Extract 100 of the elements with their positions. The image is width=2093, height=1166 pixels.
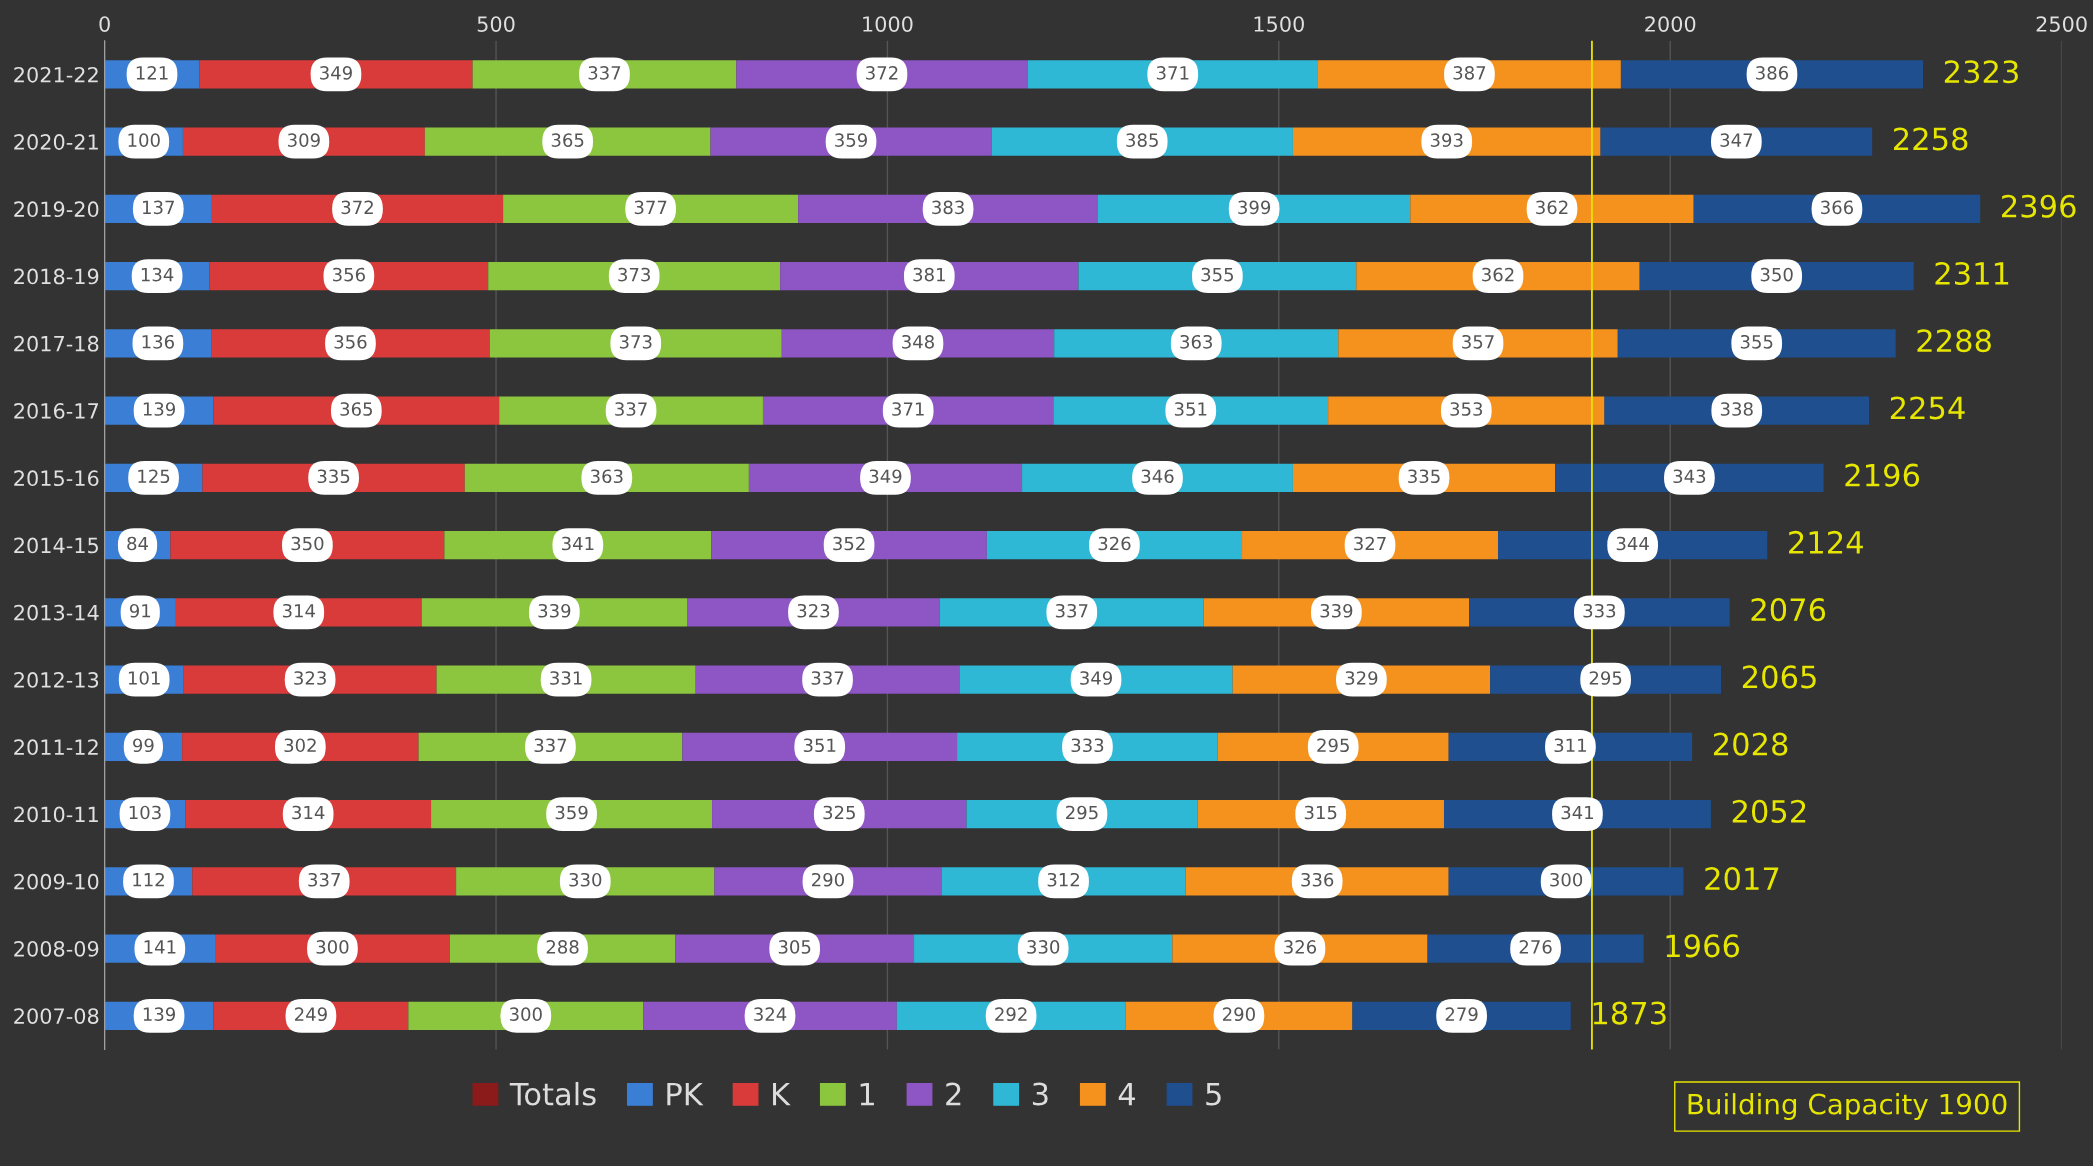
- x-tick-label: 500: [477, 16, 515, 32]
- data-label: 381: [913, 267, 945, 282]
- total-label: 2288: [1917, 329, 1991, 353]
- y-tick-label: 2020-21: [14, 134, 98, 150]
- data-label: 136: [142, 334, 174, 349]
- data-label: 343: [1673, 469, 1706, 484]
- data-label: 348: [902, 334, 934, 349]
- data-label: 337: [1055, 603, 1088, 618]
- total-label: 1873: [1593, 1001, 1666, 1025]
- data-label: 330: [569, 872, 602, 887]
- data-label: 362: [1482, 267, 1514, 282]
- data-label: 363: [590, 469, 623, 484]
- data-label: 363: [1180, 334, 1213, 349]
- total-label: 1966: [1666, 934, 1740, 958]
- data-label: 356: [334, 334, 367, 349]
- data-label: 323: [294, 671, 326, 685]
- data-label: 344: [1616, 536, 1649, 551]
- data-label: 337: [588, 66, 621, 80]
- data-label: 359: [555, 805, 588, 820]
- data-label: 305: [778, 940, 811, 954]
- data-label: 350: [291, 536, 324, 551]
- data-label: 326: [1284, 940, 1317, 954]
- data-label: 399: [1238, 200, 1271, 215]
- data-label: 341: [1561, 805, 1594, 820]
- legend-label: 3: [1032, 1082, 1048, 1106]
- total-label: 2017: [1705, 867, 1779, 891]
- data-label: 100: [128, 133, 160, 147]
- y-tick-label: 2011-12: [14, 739, 98, 756]
- y-tick-label: 2017-18: [14, 335, 99, 352]
- total-label: 2311: [1935, 261, 2009, 286]
- data-label: 134: [141, 267, 174, 282]
- y-tick-label: 2014-15: [14, 537, 98, 554]
- data-label: 339: [1320, 603, 1353, 618]
- data-label: 351: [1174, 402, 1207, 416]
- legend-label: 4: [1118, 1082, 1136, 1106]
- data-label: 337: [811, 671, 844, 685]
- data-label: 121: [136, 66, 168, 80]
- legend-label: 1: [860, 1082, 874, 1106]
- data-label: 351: [803, 738, 836, 753]
- data-label: 312: [1047, 872, 1079, 887]
- data-label: 141: [144, 940, 176, 954]
- x-tick-label: 2500: [2036, 16, 2087, 32]
- total-label: 2254: [1890, 396, 1965, 420]
- data-label: 393: [1430, 133, 1463, 147]
- data-label: 323: [797, 603, 830, 618]
- data-label: 84: [127, 536, 148, 551]
- data-label: 325: [823, 805, 855, 820]
- data-label: 290: [812, 872, 844, 887]
- data-label: 249: [295, 1007, 327, 1022]
- data-label: 300: [316, 940, 349, 954]
- x-tick-label: 2000: [1645, 16, 1696, 32]
- data-label: 314: [282, 603, 315, 618]
- data-label: 385: [1126, 133, 1158, 147]
- data-label: 355: [1201, 267, 1234, 282]
- data-label: 356: [333, 267, 365, 282]
- total-label: 2323: [1944, 60, 2018, 84]
- data-label: 337: [534, 738, 567, 753]
- data-label: 371: [892, 402, 924, 416]
- ref-line-label: Building Capacity 1900: [1688, 1093, 2007, 1120]
- legend-label: K: [773, 1082, 791, 1106]
- data-label: 350: [1760, 267, 1793, 282]
- data-label: 373: [618, 267, 650, 282]
- data-label: 346: [1141, 469, 1174, 484]
- y-tick-label: 2015-16: [14, 470, 99, 487]
- legend-label: 5: [1206, 1082, 1221, 1106]
- data-label: 372: [866, 66, 898, 80]
- data-label: 377: [634, 200, 667, 215]
- data-label: 359: [835, 133, 867, 147]
- data-label: 300: [509, 1007, 542, 1022]
- data-label: 362: [1536, 200, 1568, 215]
- data-label: 335: [1408, 469, 1440, 484]
- data-label: 336: [1301, 872, 1334, 887]
- data-label: 366: [1821, 200, 1854, 215]
- data-label: 279: [1445, 1007, 1478, 1022]
- y-tick-label: 2012-13: [14, 672, 99, 688]
- data-label: 373: [619, 334, 652, 349]
- data-label: 355: [1740, 334, 1773, 349]
- data-label: 333: [1583, 603, 1616, 618]
- data-label: 337: [308, 872, 340, 887]
- data-label: 330: [1027, 940, 1060, 954]
- data-label: 302: [284, 738, 316, 753]
- data-label: 383: [932, 200, 964, 215]
- total-label: 2396: [2002, 194, 2076, 218]
- data-label: 295: [1066, 805, 1098, 820]
- data-label: 137: [143, 200, 174, 215]
- data-label: 309: [288, 133, 320, 147]
- data-label: 276: [1519, 940, 1552, 954]
- data-label: 365: [551, 133, 584, 147]
- data-label: 300: [1550, 872, 1583, 887]
- data-label: 91: [129, 603, 151, 618]
- data-label: 386: [1756, 66, 1789, 80]
- y-tick-label: 2007-08: [14, 1008, 99, 1024]
- data-label: 139: [143, 1007, 176, 1022]
- legend-label: 2: [946, 1082, 961, 1106]
- data-label: 347: [1720, 133, 1753, 147]
- x-tick-label: 1000: [863, 16, 913, 32]
- y-tick-label: 2013-14: [14, 604, 99, 621]
- y-tick-label: 2009-10: [14, 873, 99, 890]
- x-tick-label: 0: [99, 16, 110, 32]
- data-label: 349: [320, 66, 352, 80]
